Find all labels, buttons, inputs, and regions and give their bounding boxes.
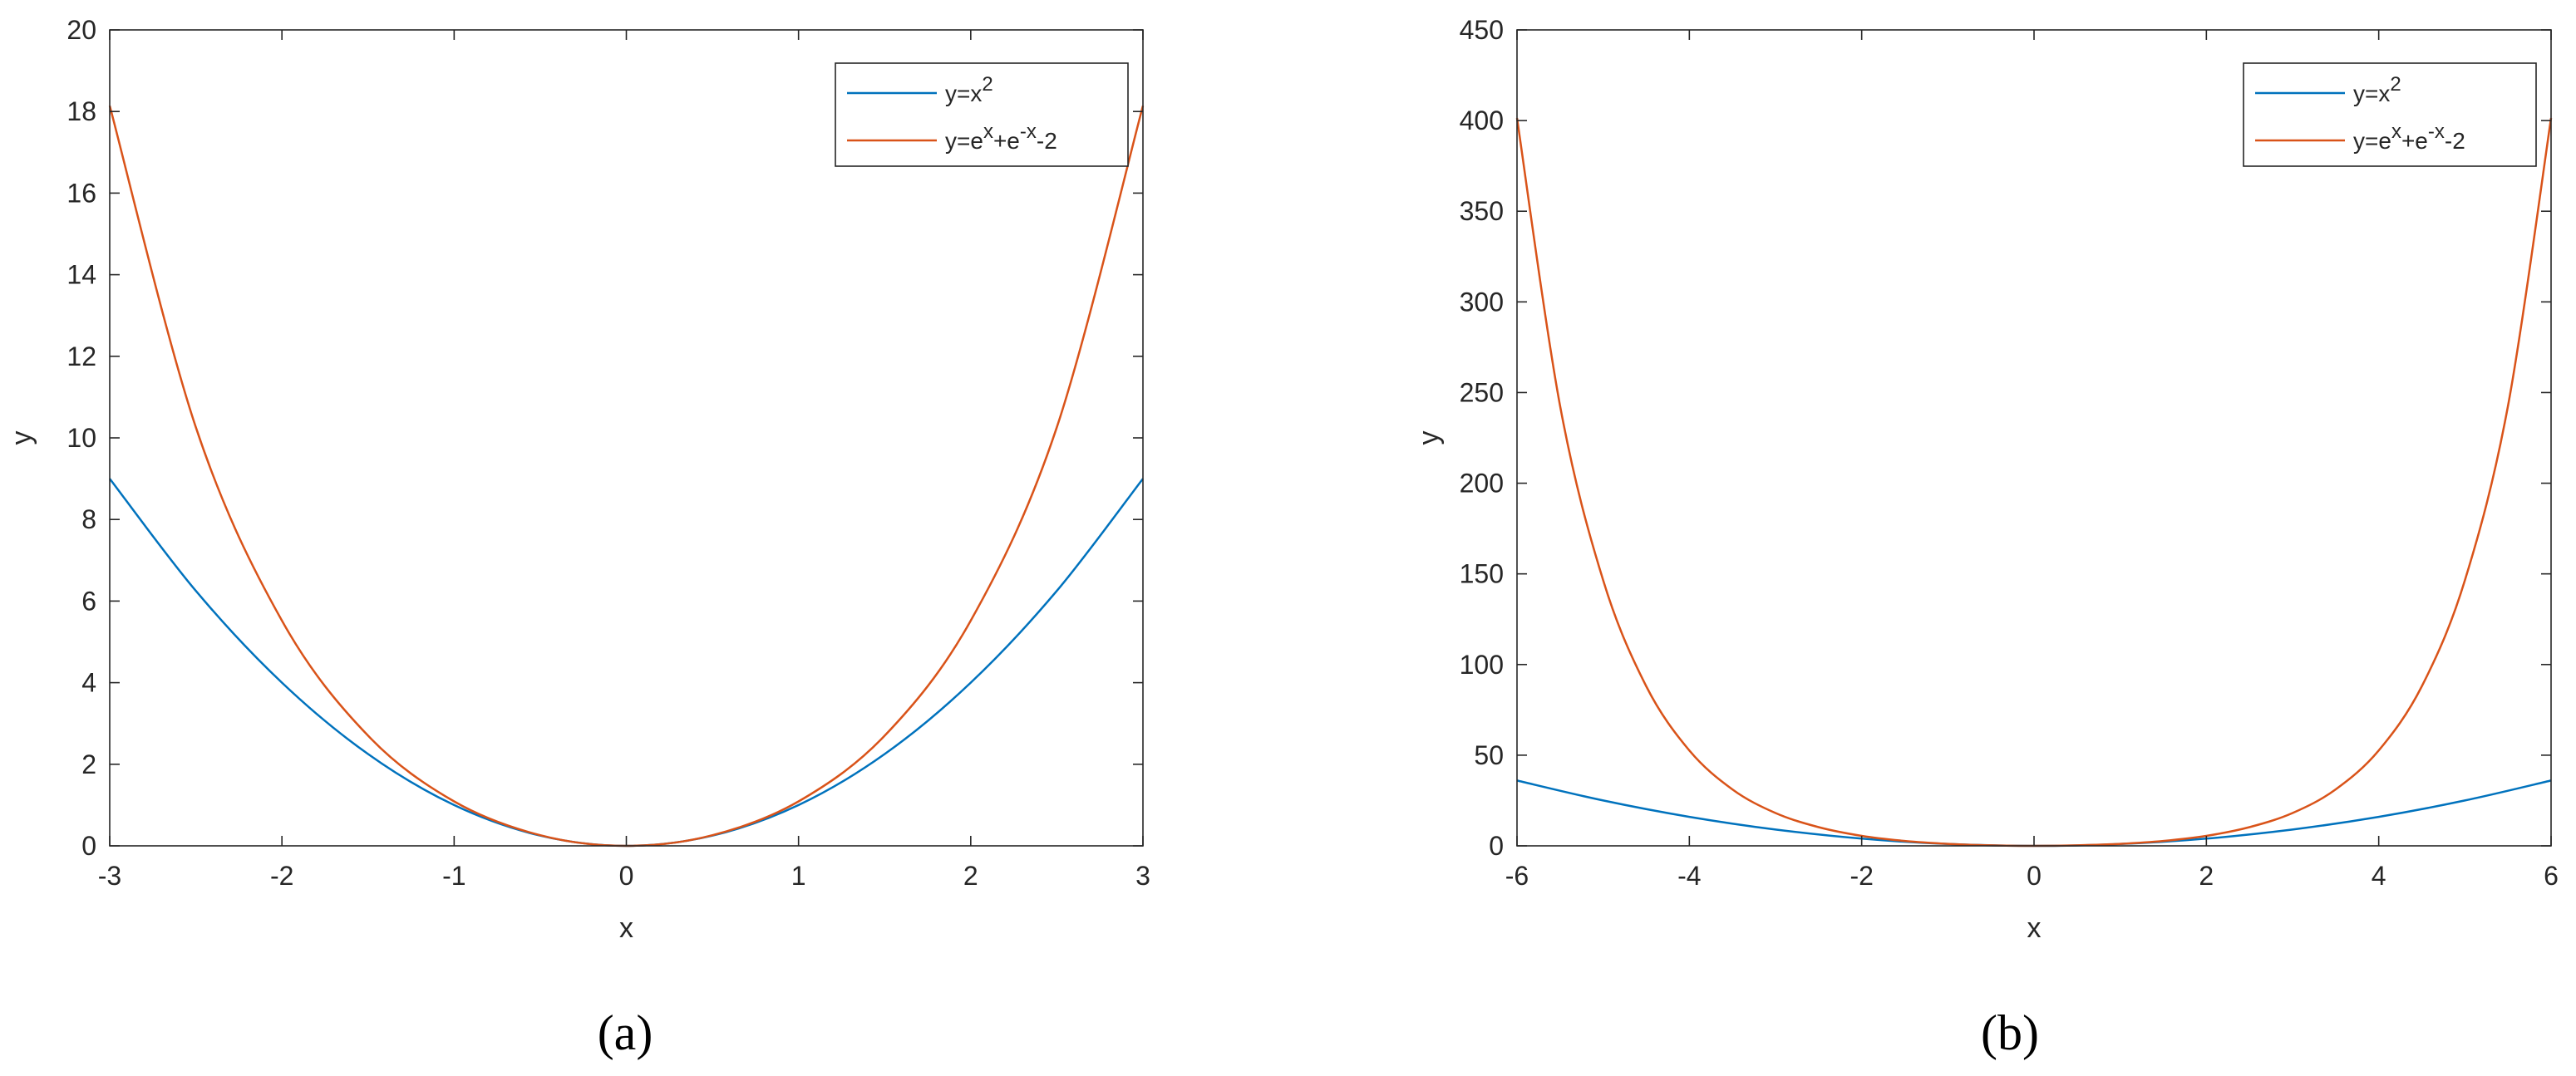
x-tick-label: -2 — [270, 861, 293, 891]
y-axis-label: y — [6, 431, 37, 445]
y-tick-label: 350 — [1460, 196, 1504, 226]
x-tick-label: 1 — [791, 861, 806, 891]
y-tick-label: 2 — [81, 749, 96, 779]
y-tick-label: 400 — [1460, 106, 1504, 135]
chart-panel-b: -6 -4 -2 0 2 4 6 0 50 100 150 200 250 300 350 400 450 x y y… — [1413, 15, 2559, 944]
y-tick-label: 0 — [81, 831, 96, 861]
x-tick-label: -6 — [1505, 861, 1529, 891]
x-tick-label: 3 — [1135, 861, 1150, 891]
y-tick-label: 12 — [66, 341, 96, 371]
y-axis-label: y — [1413, 431, 1445, 445]
chart-panel-a: -3 -2 -1 0 1 2 302468101214161820xyy=x2y=ex+e-… — [6, 15, 1150, 944]
y-tick-label: 18 — [66, 96, 96, 126]
legend-box — [2243, 62, 2537, 167]
x-tick-label: 0 — [2027, 861, 2042, 891]
x-tick-label: 2 — [963, 861, 978, 891]
x-axis-label: x — [619, 912, 633, 944]
x-axis-label: x — [2027, 912, 2042, 944]
y-tick-label: 100 — [1460, 650, 1504, 680]
y-tick-label: 8 — [81, 504, 96, 534]
y-tick-label: 250 — [1460, 377, 1504, 407]
x-tick-label: 4 — [2372, 861, 2386, 891]
y-tick-label: 300 — [1460, 287, 1504, 317]
panel-label-a: (a) — [598, 1005, 653, 1060]
legend-box — [835, 62, 1129, 167]
y-tick-label: 16 — [66, 178, 96, 208]
y-tick-label: 50 — [1474, 740, 1504, 770]
x-tick-label: -1 — [442, 861, 465, 891]
y-tick-label: 200 — [1460, 469, 1504, 499]
x-tick-label: -3 — [98, 861, 121, 891]
y-tick-label: 14 — [66, 260, 96, 290]
x-tick-label: -4 — [1677, 861, 1701, 891]
x-tick-label: 2 — [2199, 861, 2214, 891]
y-tick-label: 4 — [81, 668, 96, 698]
legend: y=x2y=ex+e-x-2 — [835, 62, 1129, 167]
y-tick-label: 150 — [1460, 559, 1504, 589]
y-tick-label: 20 — [66, 15, 96, 45]
y-tick-label: 10 — [66, 423, 96, 453]
x-tick-label: -2 — [1849, 861, 1873, 891]
y-tick-label: 6 — [81, 586, 96, 616]
legend: y=x2y=ex+e-x-2 — [2243, 62, 2537, 167]
x-tick-label: 6 — [2544, 861, 2559, 891]
x-tick-label: 0 — [619, 861, 634, 891]
panel-label-b: (b) — [1981, 1005, 2039, 1060]
y-tick-label: 0 — [1489, 831, 1504, 861]
y-tick-label: 450 — [1460, 15, 1504, 45]
